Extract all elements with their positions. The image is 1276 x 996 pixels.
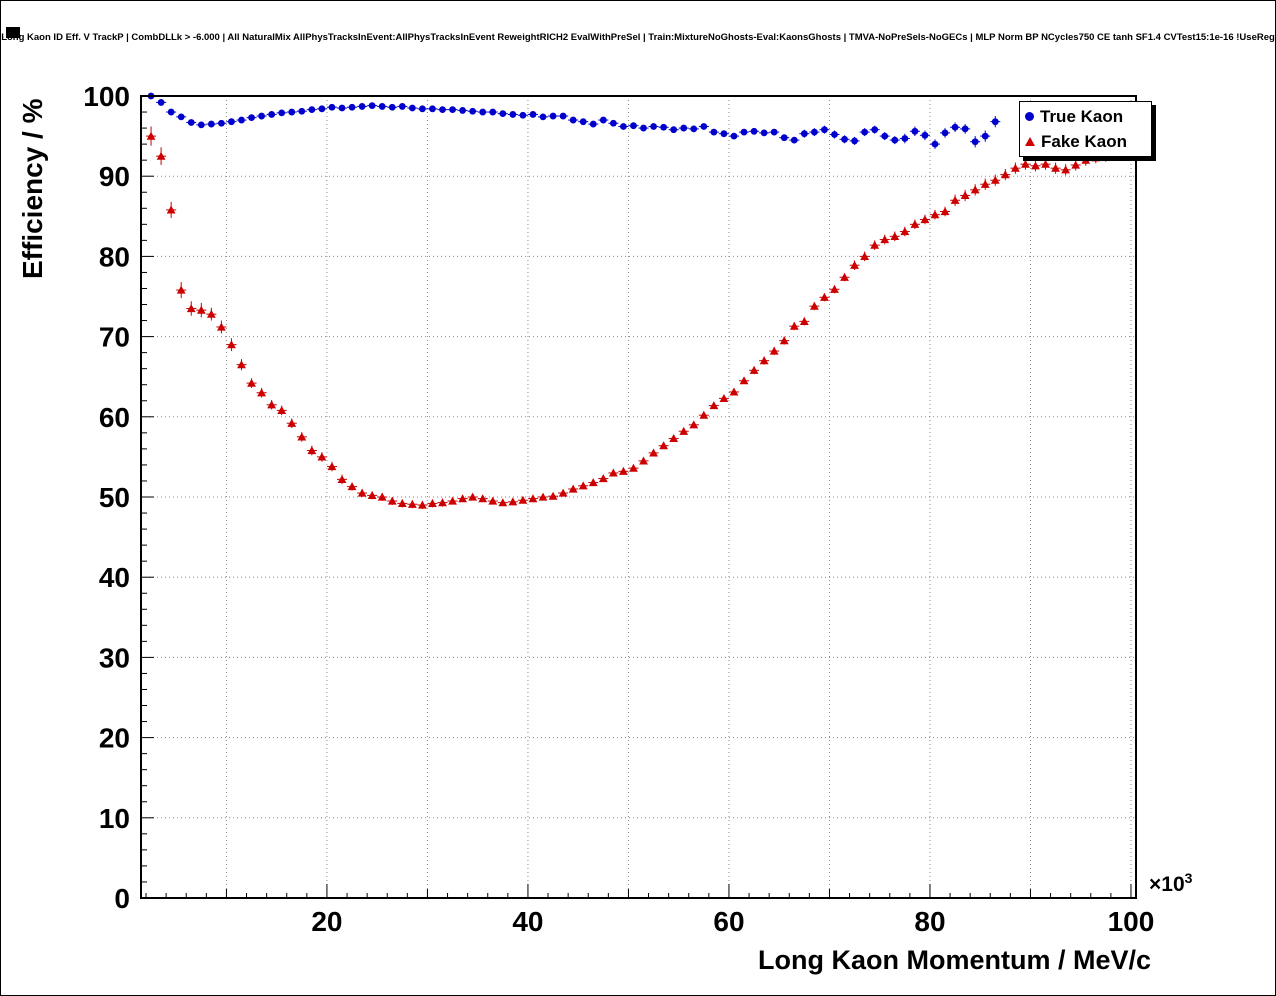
y-tick-labels: 0 10 20 30 40 50 60 70 80 90 100 — [83, 81, 130, 914]
series-true-kaon — [146, 92, 1001, 149]
legend-entry-fake-kaon: Fake Kaon — [1020, 132, 1151, 152]
y-tick-label: 100 — [83, 81, 130, 112]
corner-mark — [6, 27, 20, 38]
x-tick-label: 80 — [914, 906, 945, 937]
x-tick-labels: 20 40 60 80 100 — [311, 906, 1154, 937]
y-tick-label: 0 — [114, 883, 130, 914]
plot-frame — [140, 95, 1137, 899]
y-tick-label: 10 — [99, 803, 130, 834]
x-tick-label: 60 — [713, 906, 744, 937]
x-tick-label: 100 — [1108, 906, 1155, 937]
x-axis-scale-label: ×103 — [1149, 870, 1192, 897]
y-tick-label: 80 — [99, 241, 130, 272]
x-scale-base: ×10 — [1149, 873, 1185, 896]
y-tick-label: 90 — [99, 161, 130, 192]
y-tick-label: 40 — [99, 562, 130, 593]
legend-label-true-kaon: True Kaon — [1040, 106, 1124, 126]
x-tick-label: 20 — [311, 906, 342, 937]
y-tick-label: 30 — [99, 642, 130, 673]
circle-marker-icon — [1025, 112, 1034, 121]
y-tick-label: 50 — [99, 482, 130, 513]
x-axis-title: Long Kaon Momentum / MeV/c — [757, 945, 1151, 975]
y-tick-label: 60 — [99, 402, 130, 433]
y-tick-label: 70 — [99, 322, 130, 353]
x-tick-label: 40 — [512, 906, 543, 937]
y-axis-title: Efficiency / % — [17, 98, 48, 279]
series-fake-kaon — [146, 126, 1131, 510]
y-tick-label: 20 — [99, 723, 130, 754]
legend-entry-true-kaon: True Kaon — [1020, 107, 1151, 127]
triangle-marker-icon — [1025, 137, 1035, 146]
legend-label-fake-kaon: Fake Kaon — [1041, 131, 1127, 151]
x-scale-exponent: 3 — [1184, 870, 1193, 886]
gridlines — [141, 95, 1136, 898]
legend: True Kaon Fake Kaon — [1019, 101, 1152, 157]
plot-title: Long Kaon ID Eff. V TrackP | CombDLLk > … — [1, 32, 1275, 43]
